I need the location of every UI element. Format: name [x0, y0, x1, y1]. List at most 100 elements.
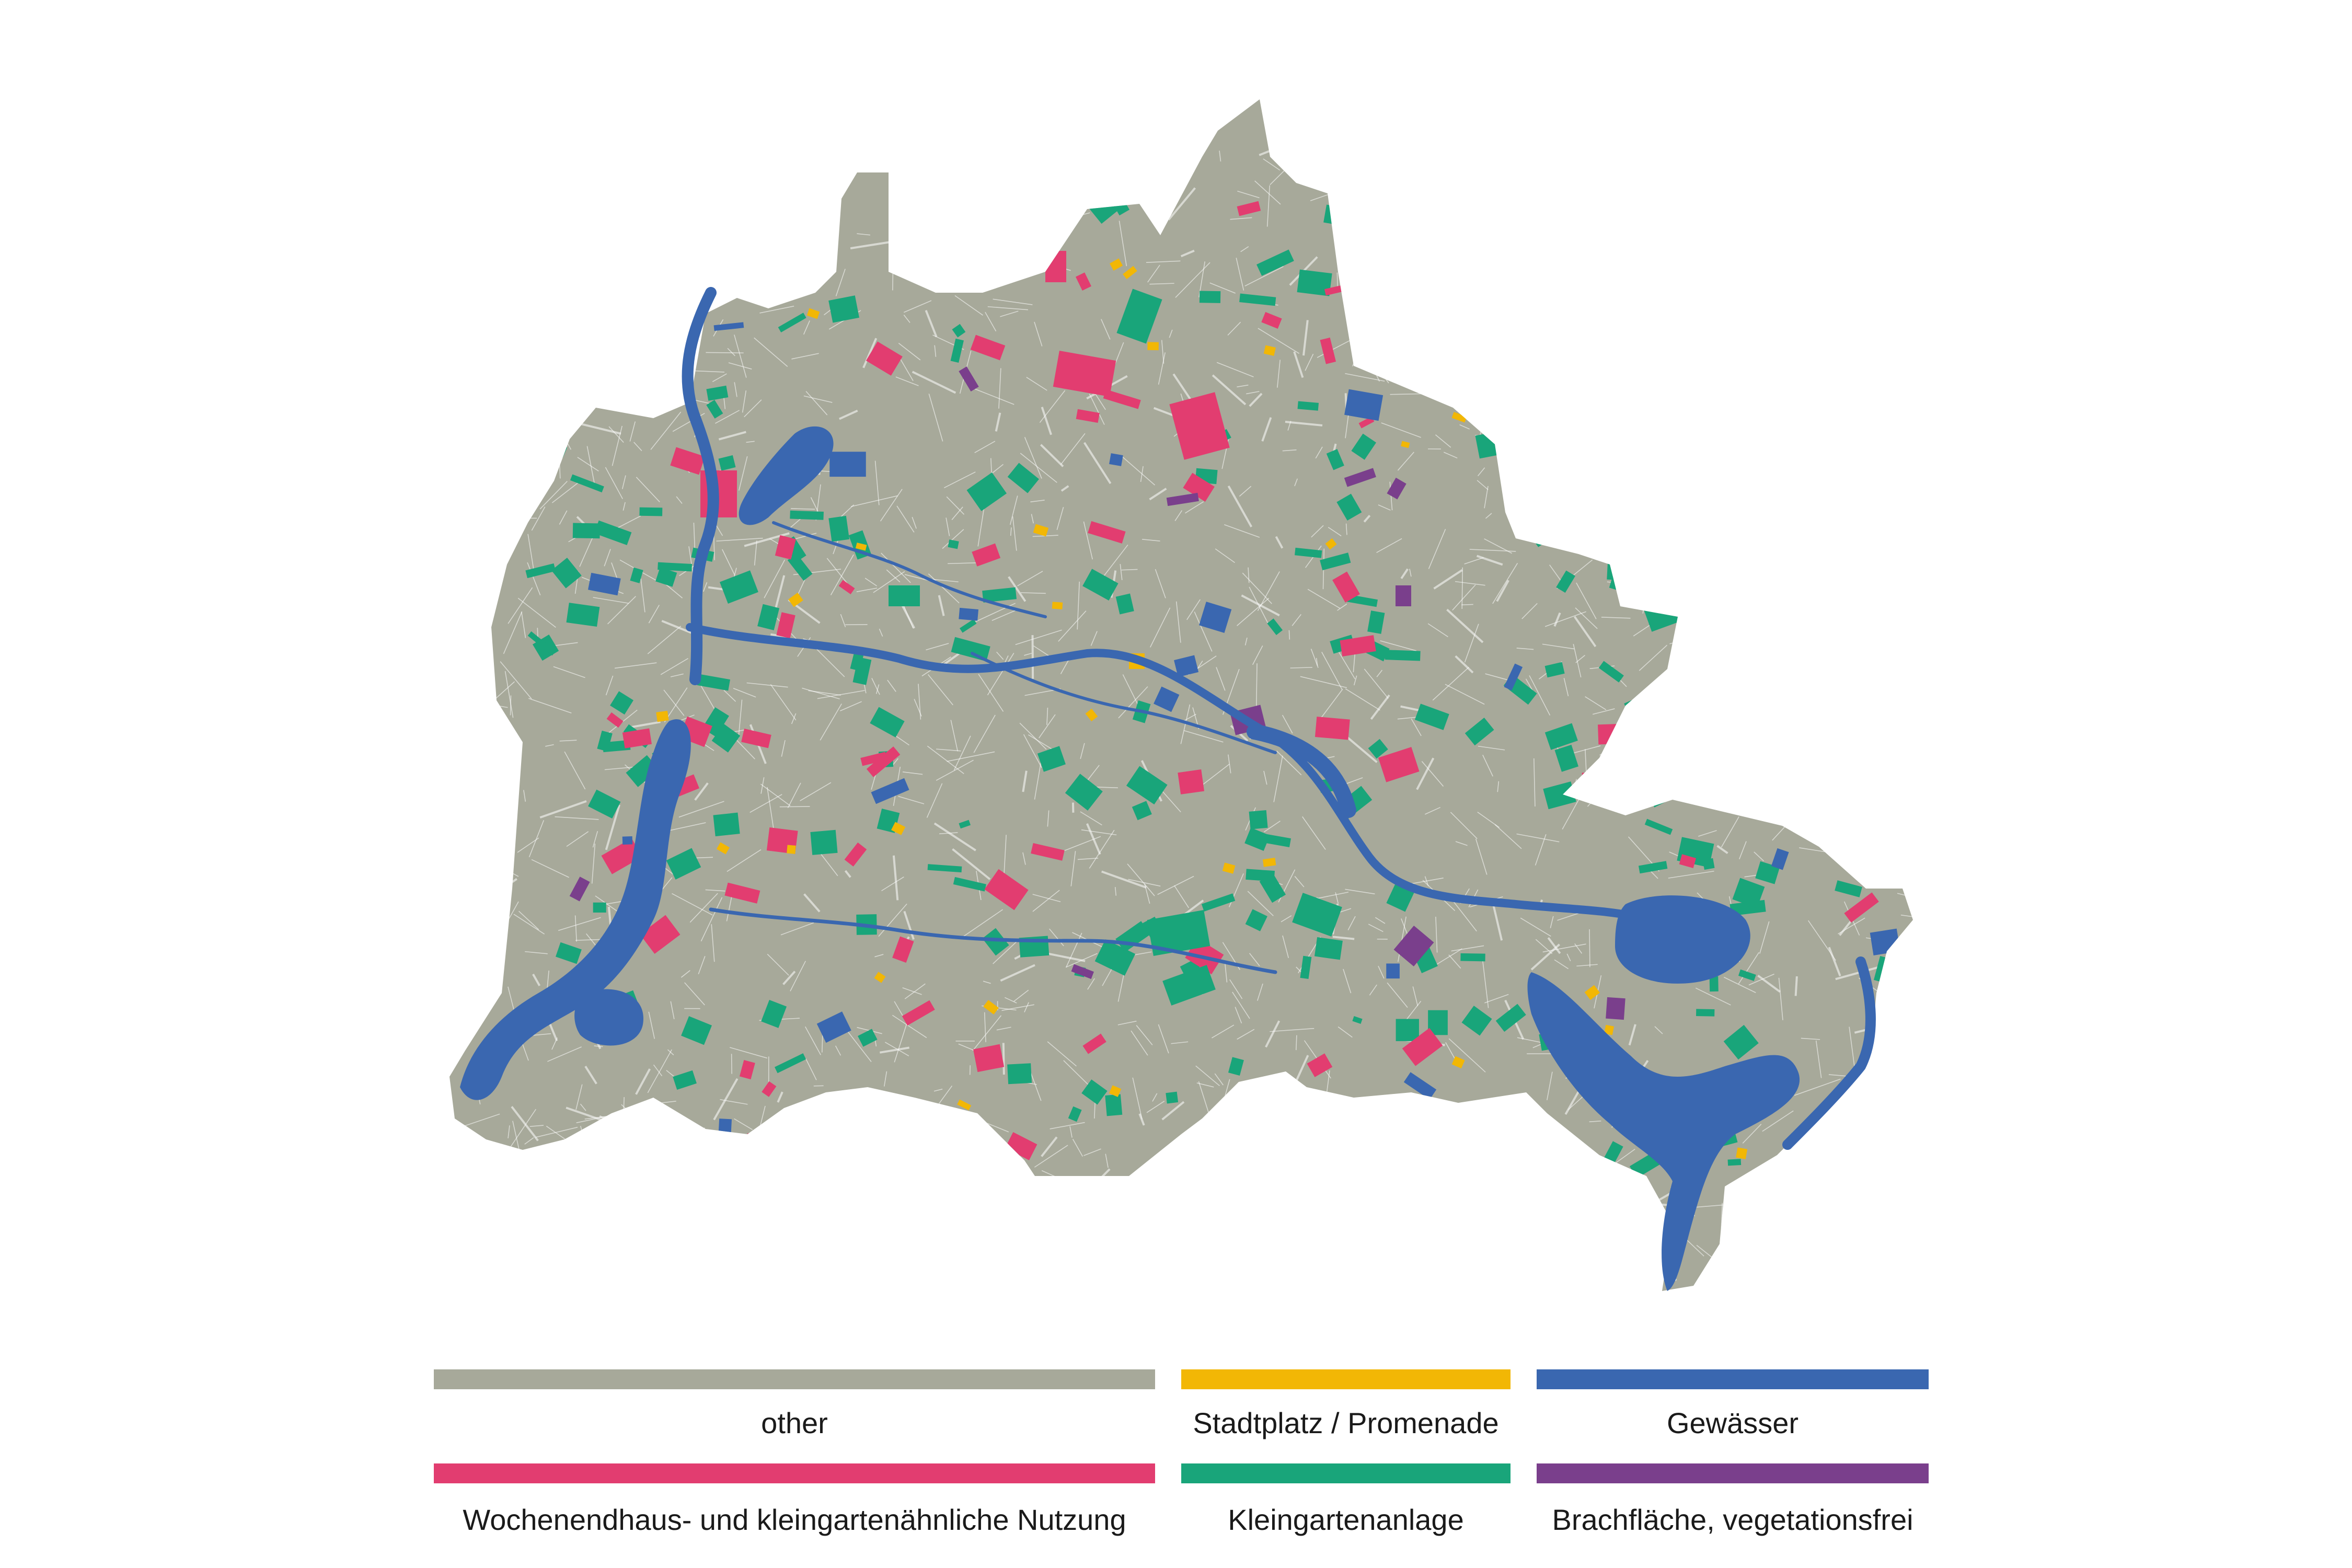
street-segment	[733, 688, 756, 698]
street-segment	[1899, 387, 1913, 408]
land-use-patch	[1076, 1180, 1093, 1202]
land-use-patch	[1037, 746, 1066, 772]
street-segment	[1096, 122, 1122, 139]
street-segment	[559, 740, 577, 742]
street-segment	[983, 981, 991, 984]
street-segment	[1757, 974, 1781, 993]
street-segment	[1267, 1163, 1278, 1191]
street-segment	[1174, 510, 1183, 522]
street-segment	[609, 1154, 635, 1161]
street-segment	[1427, 367, 1457, 370]
street-segment	[1687, 348, 1707, 375]
river-havel-south	[460, 719, 691, 1100]
street-segment	[1516, 1213, 1536, 1225]
street-segment	[754, 337, 788, 367]
street-segment	[525, 951, 548, 954]
street-segment	[1827, 322, 1867, 334]
street-segment	[1421, 189, 1460, 213]
street-segment	[472, 203, 499, 238]
street-segment	[514, 1218, 517, 1239]
street-segment	[926, 643, 949, 651]
street-segment	[547, 1046, 582, 1062]
street-segment	[1244, 637, 1248, 645]
street-segment	[656, 207, 667, 227]
street-segment	[614, 1259, 624, 1267]
street-segment	[1478, 295, 1498, 302]
canal-landwehr	[971, 652, 1277, 754]
street-segment	[591, 157, 624, 181]
street-segment	[1089, 829, 1115, 869]
street-segment	[1276, 751, 1302, 776]
land-use-patch	[762, 1196, 790, 1223]
land-use-patch	[1003, 1213, 1025, 1229]
street-segment	[898, 795, 925, 804]
street-segment	[1529, 675, 1551, 716]
land-use-patch	[1199, 291, 1221, 303]
street-segment	[1475, 838, 1488, 875]
land-use-patch	[572, 137, 593, 160]
street-segment	[985, 312, 997, 332]
street-segment	[474, 401, 500, 435]
land-use-patch	[1300, 955, 1312, 979]
land-use-patch	[1598, 723, 1631, 745]
street-segment	[579, 537, 593, 567]
street-segment	[650, 1158, 661, 1171]
street-segment	[670, 1001, 675, 1019]
land-use-patch	[787, 553, 813, 581]
land-use-patch	[1850, 622, 1885, 647]
street-segment	[508, 1109, 537, 1150]
land-use-patch	[1147, 909, 1210, 956]
land-use-patch	[1166, 1091, 1179, 1104]
street-segment	[511, 1105, 539, 1142]
street-segment	[898, 342, 921, 361]
street-segment	[1320, 1132, 1334, 1155]
land-use-patch	[828, 295, 859, 323]
street-segment	[1126, 1273, 1131, 1285]
street-segment	[1588, 338, 1625, 356]
street-segment	[482, 816, 513, 828]
street-segment	[1809, 1300, 1856, 1311]
land-use-patch	[1320, 337, 1336, 364]
street-segment	[1214, 1073, 1224, 1086]
street-segment	[1060, 485, 1069, 492]
street-segment	[973, 714, 996, 753]
street-segment	[1433, 569, 1463, 590]
street-segment	[1297, 118, 1301, 163]
street-segment	[1477, 811, 1500, 828]
street-segment	[1455, 233, 1469, 261]
land-use-patch	[1738, 969, 1756, 981]
street-segment	[1698, 830, 1717, 837]
street-segment	[638, 1253, 654, 1283]
street-segment	[746, 441, 755, 443]
street-segment	[1477, 1162, 1498, 1172]
street-segment	[1475, 307, 1481, 344]
street-segment	[1131, 1030, 1148, 1056]
street-segment	[963, 1275, 972, 1291]
street-segment	[1575, 607, 1598, 629]
street-segment	[1544, 611, 1586, 627]
street-segment	[1365, 1306, 1380, 1321]
land-use-patch	[1762, 359, 1797, 384]
street-segment	[1292, 614, 1301, 626]
street-segment	[981, 223, 1012, 225]
street-segment	[1492, 562, 1518, 604]
land-use-patch	[1602, 454, 1622, 475]
street-segment	[622, 302, 661, 324]
street-segment	[1723, 976, 1756, 993]
street-segment	[912, 516, 917, 529]
land-use-patch	[1767, 766, 1788, 781]
street-segment	[1443, 452, 1458, 459]
street-segment	[1905, 769, 1913, 778]
street-segment	[1022, 852, 1026, 865]
street-segment	[1097, 117, 1139, 131]
street-segment	[863, 1249, 871, 1258]
land-use-patch	[1741, 430, 1768, 454]
street-segment	[1732, 462, 1750, 493]
street-segment	[640, 578, 645, 613]
lake-tegel	[739, 426, 834, 525]
street-segment	[1427, 623, 1448, 638]
street-segment	[566, 831, 589, 847]
street-segment	[1767, 1273, 1785, 1283]
street-segment	[919, 1153, 924, 1191]
land-use-patch	[1088, 521, 1126, 544]
